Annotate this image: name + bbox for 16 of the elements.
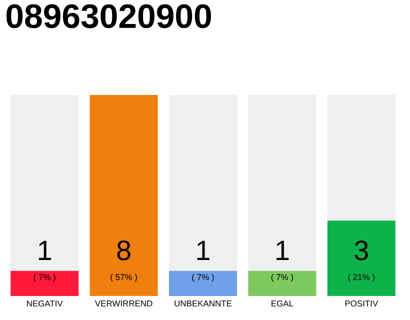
annotation: ( 7% ) [192, 274, 214, 282]
annotation: ( 21% ) [348, 274, 375, 282]
data-label: 1 [276, 240, 289, 260]
data-label: 1 [38, 240, 51, 260]
x-tick-label: NEGATIV [27, 300, 63, 307]
x-tick-label: EGAL [272, 300, 294, 307]
x-tick-label: VERWIRREND [94, 300, 152, 306]
data-label: 3 [354, 240, 368, 260]
x-tick-label: UNBEKANNTE [174, 300, 232, 306]
data-label: 1 [197, 240, 210, 260]
chart-title: 08963020900 [6, 4, 211, 28]
data-label: 8 [117, 240, 130, 260]
annotation: ( 7% ) [34, 274, 56, 282]
x-tick-label: POSITIV [345, 300, 378, 307]
annotation: ( 7% ) [271, 274, 293, 282]
annotation: ( 57% ) [110, 274, 137, 282]
